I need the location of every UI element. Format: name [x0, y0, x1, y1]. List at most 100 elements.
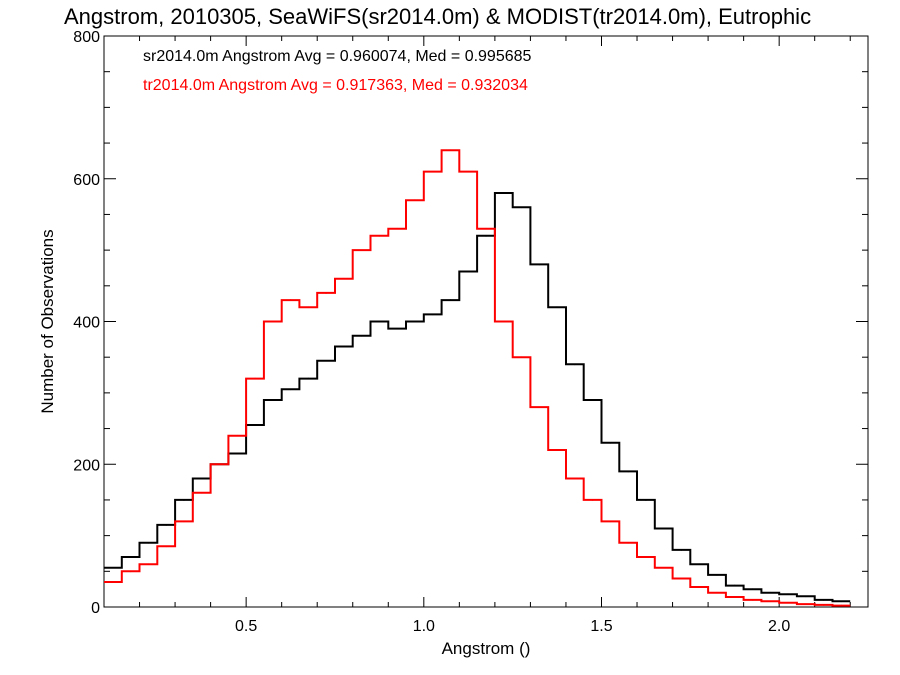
series-point	[680, 577, 683, 580]
legend: sr2014.0m Angstrom Avg = 0.960074, Med =…	[143, 48, 532, 94]
series-point	[502, 320, 505, 323]
series-point	[396, 227, 398, 230]
chart-title: Angstrom, 2010305, SeaWiFS(sr2014.0m) & …	[64, 4, 811, 29]
series-point	[378, 320, 381, 323]
series-layer	[104, 149, 851, 607]
y-tick-label: 800	[73, 29, 100, 46]
series-point	[520, 356, 523, 358]
series-point	[645, 499, 647, 501]
series-point	[609, 442, 612, 444]
series-point	[112, 581, 114, 583]
x-axis-label: Angstrom ()	[442, 639, 531, 658]
series-point	[556, 449, 558, 451]
series-point	[254, 377, 256, 380]
series-point	[147, 563, 150, 565]
series-point	[449, 299, 452, 301]
series-line	[104, 192, 851, 603]
series-point	[254, 424, 256, 426]
series-point	[822, 599, 825, 601]
series-point	[538, 406, 541, 408]
series-point	[414, 199, 416, 201]
series-point	[520, 206, 523, 209]
series-point	[769, 600, 772, 603]
series-point	[751, 588, 754, 590]
series-point	[662, 527, 665, 530]
x-axis: 0.5 1.0 1.5 2.0	[103, 36, 851, 635]
series-point	[662, 566, 665, 569]
x-tick-label: 1.5	[590, 618, 612, 635]
series-point	[183, 499, 185, 501]
series-point	[680, 549, 683, 551]
series-point	[840, 604, 843, 607]
series-point	[716, 591, 718, 594]
series-point	[698, 586, 701, 588]
series-point	[360, 249, 363, 251]
series-point	[325, 292, 327, 294]
series-point	[591, 399, 594, 401]
series-point	[396, 327, 398, 330]
series-point	[733, 584, 736, 587]
series-point	[485, 235, 487, 237]
series-point	[716, 574, 718, 576]
series-point	[556, 306, 558, 309]
series-point	[431, 313, 434, 316]
series-point	[236, 434, 239, 437]
series-point	[271, 399, 274, 401]
series-point	[343, 277, 345, 280]
series-point	[787, 601, 789, 604]
series-point	[609, 520, 612, 523]
series-point	[627, 470, 629, 473]
series-point	[343, 345, 345, 348]
series-1	[104, 192, 851, 603]
series-point	[805, 595, 807, 598]
series-point	[147, 541, 150, 544]
legend-entry: sr2014.0m Angstrom Avg = 0.960074, Med =…	[143, 48, 532, 65]
series-point	[645, 556, 647, 558]
series-point	[769, 591, 772, 594]
series-point	[165, 545, 167, 548]
series-point	[271, 320, 274, 323]
series-point	[467, 170, 470, 173]
series-point	[289, 388, 292, 391]
x-tick-label: 1.0	[413, 618, 435, 635]
series-point	[236, 452, 239, 455]
y-tick-label: 0	[91, 600, 100, 617]
series-point	[502, 192, 505, 194]
series-point	[751, 599, 754, 601]
plot-frame	[103, 35, 869, 608]
y-axis: 0 200 400 600 800	[73, 29, 868, 617]
series-point	[538, 263, 541, 266]
series-point	[183, 520, 185, 523]
series-point	[200, 477, 203, 480]
series-point	[414, 320, 416, 323]
series-point	[840, 600, 843, 603]
series-point	[698, 563, 701, 565]
series-point	[822, 604, 825, 606]
series-point	[591, 499, 594, 501]
y-tick-label: 600	[73, 172, 100, 189]
series-point	[431, 170, 434, 173]
series-point	[378, 235, 381, 237]
series-point	[200, 492, 203, 494]
series-point	[307, 377, 310, 380]
y-tick-label: 200	[73, 457, 100, 474]
series-point	[485, 227, 487, 230]
series-point	[325, 359, 327, 362]
series-point	[112, 566, 114, 569]
series-point	[574, 477, 576, 480]
series-point	[733, 596, 736, 598]
series-2	[104, 149, 851, 607]
series-point	[787, 593, 789, 595]
series-point	[289, 299, 292, 301]
series-point	[805, 603, 807, 605]
series-point	[129, 570, 132, 573]
series-point	[129, 556, 132, 558]
series-point	[165, 524, 167, 526]
legend-entry: tr2014.0m Angstrom Avg = 0.917363, Med =…	[143, 77, 528, 94]
y-tick-label: 400	[73, 315, 100, 332]
x-tick-label: 2.0	[768, 618, 790, 635]
series-point	[449, 149, 452, 151]
x-tick-label: 0.5	[235, 618, 257, 635]
series-point	[218, 463, 221, 466]
